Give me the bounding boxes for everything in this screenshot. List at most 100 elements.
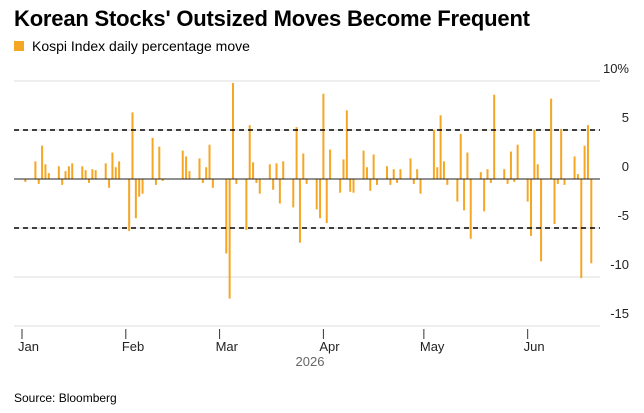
bar <box>442 161 445 179</box>
chart-title: Korean Stocks' Outsized Moves Become Fre… <box>14 6 530 31</box>
bar <box>590 179 593 264</box>
bar <box>456 179 459 202</box>
bar <box>489 179 492 183</box>
bar <box>560 129 563 179</box>
bar <box>268 164 271 179</box>
bar <box>252 162 255 179</box>
bar <box>41 145 44 179</box>
y-tick-label: -10 <box>610 257 629 272</box>
bar <box>141 179 144 194</box>
bar <box>235 179 238 184</box>
bar <box>298 179 301 243</box>
bar <box>128 179 131 231</box>
bar <box>87 179 90 183</box>
bar <box>399 169 402 179</box>
y-tick-label: -15 <box>610 306 629 321</box>
bar <box>282 161 285 179</box>
bar <box>573 156 576 179</box>
bar <box>292 179 295 208</box>
bar <box>319 179 322 219</box>
bar <box>469 179 472 239</box>
bar <box>362 150 365 179</box>
bar <box>67 166 70 179</box>
bar <box>409 158 412 179</box>
bar <box>57 166 60 179</box>
bar <box>389 179 392 185</box>
bar <box>302 153 305 179</box>
bar <box>208 144 211 179</box>
bar <box>258 179 261 194</box>
bar <box>91 169 94 179</box>
bar <box>111 152 114 179</box>
bar <box>396 179 399 183</box>
bar <box>486 169 489 179</box>
bar <box>553 179 556 225</box>
bar <box>278 179 281 204</box>
bar <box>71 163 74 179</box>
bar <box>419 179 422 194</box>
bar <box>104 163 107 179</box>
bar <box>225 179 228 254</box>
bar <box>365 167 368 179</box>
bar <box>322 93 325 179</box>
bar <box>255 179 258 183</box>
bar <box>439 115 442 179</box>
bar <box>412 179 415 184</box>
bar <box>198 158 201 179</box>
bar <box>436 167 439 179</box>
bar <box>586 125 589 179</box>
bar <box>185 156 188 179</box>
bar <box>61 179 64 185</box>
bar <box>329 149 332 179</box>
bar <box>526 179 529 202</box>
bar <box>503 169 506 179</box>
bar <box>245 179 248 230</box>
bar <box>352 179 355 193</box>
bar <box>248 125 251 179</box>
bar <box>134 179 137 219</box>
bar <box>550 98 553 179</box>
bar <box>386 166 389 179</box>
bar <box>37 179 40 184</box>
bar <box>375 179 378 185</box>
x-tick-label: Jun <box>524 339 545 354</box>
bar <box>349 179 352 192</box>
bar <box>131 112 134 179</box>
bar <box>493 94 496 179</box>
bar <box>114 167 117 179</box>
bar <box>563 179 566 185</box>
bar <box>576 174 579 179</box>
bar <box>483 179 486 212</box>
bar <box>339 179 342 193</box>
bar <box>64 171 67 179</box>
bar <box>34 161 37 179</box>
bar <box>94 170 97 179</box>
y-tick-label: 0 <box>622 159 629 174</box>
bar <box>231 82 234 179</box>
x-tick-label: Feb <box>122 339 144 354</box>
bar <box>295 127 298 179</box>
bar <box>315 179 318 210</box>
bar <box>325 179 328 224</box>
bar <box>275 163 278 179</box>
bar <box>188 171 191 179</box>
bar <box>583 145 586 179</box>
bar <box>47 173 50 179</box>
bar <box>372 154 375 179</box>
bar <box>506 179 509 184</box>
bar <box>342 159 345 179</box>
bar <box>533 130 536 179</box>
bar <box>272 179 275 190</box>
bar <box>211 179 214 188</box>
bar <box>513 179 516 182</box>
bar <box>530 179 533 236</box>
legend-swatch <box>14 41 24 51</box>
bar <box>536 164 539 179</box>
bar <box>556 179 559 184</box>
bar <box>158 146 161 179</box>
bar <box>392 169 395 179</box>
x-tick-label: Jan <box>18 339 39 354</box>
bar <box>509 151 512 179</box>
bar <box>228 179 231 299</box>
